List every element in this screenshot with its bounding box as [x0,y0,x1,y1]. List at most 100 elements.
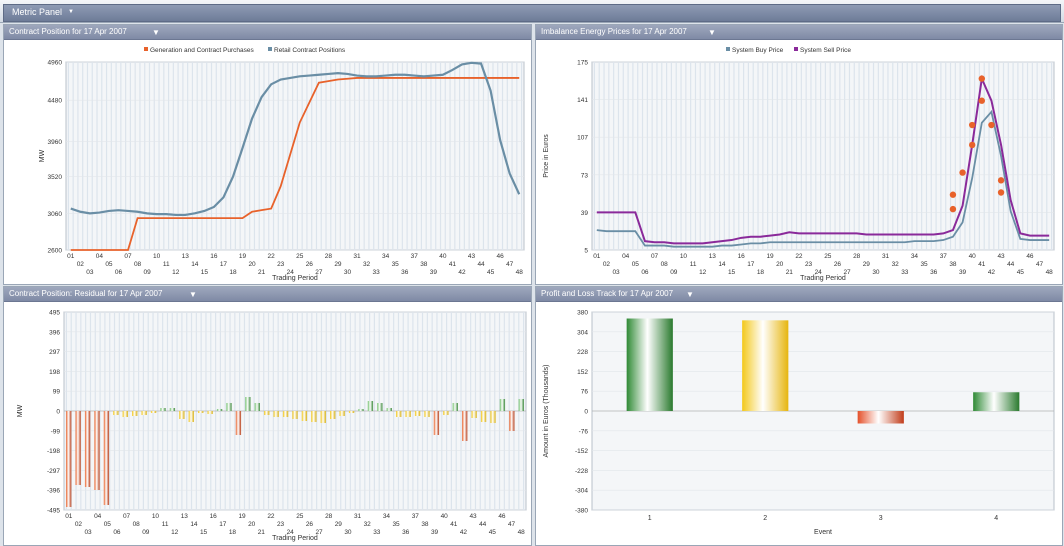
y-axis-label: Price in Euros [543,134,550,178]
chevron-down-icon[interactable]: ▼ [708,28,716,37]
x-tick: 41 [449,261,457,268]
x-tick: 13 [182,253,190,260]
y-tick: 99 [53,389,61,396]
x-tick: 46 [497,253,505,260]
x-tick: 11 [690,261,697,268]
residual-bar [113,411,119,415]
y-tick: -99 [51,428,61,435]
window-titlebar: Metric Panel ▼ [0,0,1064,23]
x-axis-label: Trading Period [800,275,846,282]
x-tick: 09 [142,529,150,536]
residual-bar [179,411,185,419]
y-tick: 495 [49,310,60,317]
panel-header[interactable]: Profit and Loss Track for 17 Apr 2007 ▼ [536,287,1062,302]
x-tick: 39 [431,529,439,536]
x-tick: 20 [248,261,256,268]
metric-panel-header[interactable]: Metric Panel ▼ [3,4,1061,22]
panel-header[interactable]: Imbalance Energy Prices for 17 Apr 2007 … [536,25,1062,40]
x-tick: 21 [786,269,794,276]
panel-header[interactable]: Contract Position: Residual for 17 Apr 2… [4,287,531,302]
residual-bar [282,411,289,417]
x-tick: 48 [518,529,526,536]
y-tick: 396 [49,329,60,336]
legend-item: Retail Contract Positions [274,47,346,54]
chevron-down-icon[interactable]: ▼ [189,290,197,299]
x-tick: 19 [766,253,774,260]
series-line-1 [596,109,1050,248]
residual-bar [480,411,487,422]
y-tick: 3520 [48,174,63,181]
residual-bar [462,411,468,441]
residual-bar [320,411,326,423]
residual-bar [509,411,515,431]
y-tick: -396 [47,488,60,495]
y-tick: 4480 [48,98,63,105]
x-tick: 2 [763,515,767,522]
x-tick: 29 [863,261,871,268]
y-tick: 4960 [48,60,63,67]
x-tick: 34 [382,253,390,260]
x-tick: 22 [267,513,275,520]
residual-bar [273,411,279,417]
residual-bar [132,411,138,416]
x-tick: 22 [795,253,803,260]
panel-title: Imbalance Energy Prices for 17 Apr 2007 [541,27,687,36]
x-tick: 05 [105,261,113,268]
x-tick: 02 [75,521,83,528]
x-tick: 13 [181,513,189,520]
x-tick: 4 [994,515,998,522]
x-tick: 24 [287,529,295,536]
x-tick: 19 [239,253,247,260]
residual-bar [443,411,449,415]
residual-bar [235,411,242,435]
panel-title: Contract Position: Residual for 17 Apr 2… [9,289,163,298]
x-tick: 42 [460,529,468,536]
y-tick: -297 [47,468,60,475]
price-marker [978,75,986,82]
residual-bar [367,401,374,411]
x-tick: 09 [670,269,678,276]
residual-bar [141,411,147,415]
price-marker [968,141,976,149]
x-tick: 16 [210,513,218,520]
x-tick: 48 [516,269,524,276]
chevron-down-icon[interactable]: ▼ [152,28,160,37]
x-tick: 44 [1007,261,1015,268]
x-tick: 35 [920,261,928,268]
x-tick: 09 [143,269,151,276]
x-tick: 24 [287,269,295,276]
x-tick: 06 [115,269,123,276]
residual-bar [169,408,176,411]
y-tick: 175 [577,60,588,67]
chart-residual: 495 396 297 198 99 0 -99 -198 -297 -396 -495 010203… [17,310,527,542]
legend-swatch [726,47,730,51]
x-tick: 23 [277,261,285,268]
x-tick: 45 [487,269,495,276]
y-tick: -198 [47,448,60,455]
x-tick: 40 [969,253,977,260]
residual-bar [377,403,383,411]
y-tick: 141 [577,97,588,104]
chevron-down-icon[interactable]: ▼ [686,290,694,299]
x-tick: 14 [718,261,726,268]
x-tick: 46 [1026,253,1034,260]
x-tick: 25 [296,513,304,520]
pnl-bar [626,318,673,411]
panel-header[interactable]: Contract Position for 17 Apr 2007 ▼ [4,25,531,40]
chevron-down-icon[interactable]: ▼ [68,9,74,15]
x-tick: 34 [911,253,919,260]
pnl-bar [973,392,1020,411]
x-tick: 08 [661,261,669,268]
x-tick: 44 [479,521,487,528]
legend-item: System Buy Price [732,47,784,54]
x-tick: 03 [84,529,92,536]
residual-bar [311,411,317,422]
x-tick: 04 [622,253,630,260]
residual-bar [414,411,421,416]
residual-bar [94,411,100,490]
x-tick: 38 [949,261,957,268]
x-tick: 47 [506,261,514,268]
residual-bar [254,403,260,411]
x-tick: 25 [296,253,304,260]
